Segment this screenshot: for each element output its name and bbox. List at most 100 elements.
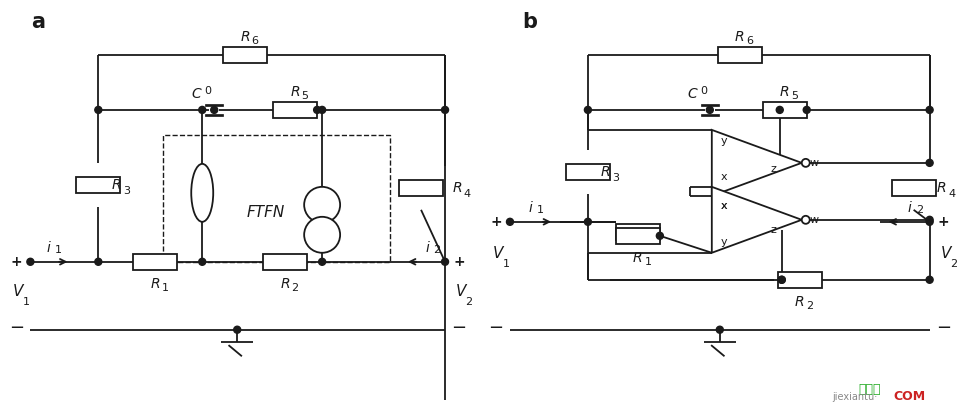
Text: i: i [908,201,912,215]
Circle shape [926,276,933,283]
Text: R: R [780,85,790,99]
Text: 4: 4 [948,189,955,199]
Text: −: − [451,319,467,337]
Bar [224,47,267,63]
Text: a: a [31,12,45,32]
Text: R: R [290,85,300,99]
Circle shape [585,218,591,225]
Text: y: y [720,237,727,247]
Text: z: z [771,164,776,174]
Bar [616,224,660,240]
Text: +: + [938,215,950,229]
Text: 接线图: 接线图 [859,383,881,396]
Bar [76,177,120,193]
Text: 2: 2 [916,205,923,215]
Text: R: R [601,165,611,179]
Bar [566,164,610,180]
Bar [777,272,822,288]
Circle shape [233,326,241,333]
Circle shape [926,159,933,166]
Text: y: y [720,136,727,146]
Text: x: x [720,172,727,182]
Text: R: R [111,178,121,192]
Bar [763,102,806,118]
Text: 3: 3 [123,186,130,196]
Bar [399,180,443,196]
Text: w: w [809,215,818,225]
Text: 2: 2 [434,245,440,255]
Text: b: b [523,12,537,32]
Text: COM: COM [893,390,925,403]
Text: 2: 2 [291,283,299,293]
Text: 3: 3 [613,173,620,183]
Circle shape [95,258,102,265]
Circle shape [314,107,320,113]
Text: R: R [795,295,804,309]
Circle shape [198,258,206,265]
Text: 1: 1 [536,205,543,215]
Text: R: R [452,181,462,195]
Text: FTFN: FTFN [247,205,286,220]
Bar [273,102,318,118]
Circle shape [926,218,933,225]
Bar [616,228,660,244]
Text: i: i [425,241,429,255]
Circle shape [318,258,325,265]
Circle shape [304,217,340,253]
Circle shape [926,107,933,113]
Text: −: − [936,319,952,337]
Circle shape [776,107,783,113]
Circle shape [707,107,713,113]
Text: x: x [720,201,727,211]
Text: jiexiantu·: jiexiantu· [832,392,877,402]
Text: 1: 1 [645,257,651,267]
Text: R: R [633,251,643,265]
Polygon shape [711,130,802,196]
Text: C: C [687,87,697,101]
Text: 6: 6 [252,36,258,46]
Circle shape [802,159,809,167]
Text: i: i [528,201,531,215]
Circle shape [27,258,34,265]
Text: 2: 2 [806,301,813,311]
Circle shape [95,107,102,113]
Circle shape [198,107,206,113]
Text: 6: 6 [746,36,753,46]
Circle shape [585,107,591,113]
Text: +: + [11,255,22,269]
Bar [718,47,762,63]
Text: 5: 5 [302,91,309,101]
Text: V: V [493,246,503,261]
Text: 0: 0 [700,86,708,96]
Text: z: z [771,225,776,235]
Text: 4: 4 [464,189,470,199]
Ellipse shape [192,164,213,222]
Text: 1: 1 [162,283,168,293]
Text: V: V [456,284,467,299]
Circle shape [441,258,448,265]
Bar [892,180,936,196]
Bar [134,254,177,270]
Text: +: + [490,215,501,229]
Text: i: i [46,241,50,255]
Circle shape [304,187,340,223]
Bar [164,135,390,262]
Circle shape [318,107,325,113]
Bar [263,254,307,270]
Text: 2: 2 [466,297,472,307]
Circle shape [778,276,785,283]
Text: 1: 1 [55,245,62,255]
Circle shape [441,107,448,113]
Text: −: − [9,319,24,337]
Circle shape [211,107,218,113]
Text: C: C [192,87,201,101]
Text: R: R [281,277,290,291]
Text: 2: 2 [950,259,957,269]
Circle shape [802,216,809,224]
Text: R: R [735,30,744,44]
Text: V: V [14,284,23,299]
Text: 1: 1 [23,297,30,307]
Circle shape [506,218,513,225]
Circle shape [926,216,933,223]
Circle shape [803,107,810,113]
